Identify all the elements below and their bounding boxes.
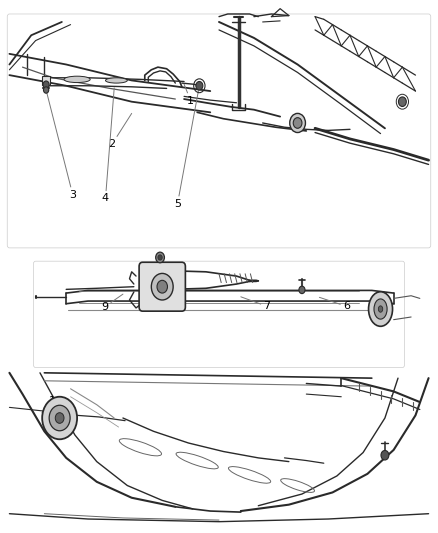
- Text: 9: 9: [101, 294, 123, 312]
- Circle shape: [49, 405, 70, 431]
- Text: 4: 4: [102, 88, 114, 204]
- Text: 1: 1: [184, 84, 194, 106]
- Circle shape: [55, 413, 64, 423]
- Ellipse shape: [64, 76, 90, 83]
- Bar: [42, 76, 50, 85]
- Ellipse shape: [106, 78, 127, 83]
- Circle shape: [42, 397, 77, 439]
- Circle shape: [196, 82, 203, 90]
- Text: 8: 8: [154, 298, 162, 313]
- Circle shape: [381, 450, 389, 460]
- Text: 7: 7: [241, 297, 271, 311]
- Circle shape: [155, 252, 164, 263]
- Circle shape: [293, 118, 302, 128]
- FancyBboxPatch shape: [139, 262, 185, 311]
- Circle shape: [151, 273, 173, 300]
- Circle shape: [299, 286, 305, 294]
- Text: 2: 2: [109, 114, 132, 149]
- Circle shape: [290, 114, 305, 133]
- Text: 5: 5: [174, 86, 199, 209]
- Ellipse shape: [368, 292, 392, 326]
- Ellipse shape: [374, 299, 387, 319]
- Circle shape: [158, 255, 162, 260]
- Ellipse shape: [378, 306, 383, 312]
- Circle shape: [157, 280, 167, 293]
- Text: 3: 3: [46, 90, 76, 200]
- Circle shape: [43, 81, 49, 88]
- Text: 6: 6: [319, 297, 350, 311]
- Circle shape: [399, 97, 406, 107]
- Circle shape: [43, 87, 49, 93]
- Text: 1: 1: [49, 396, 61, 416]
